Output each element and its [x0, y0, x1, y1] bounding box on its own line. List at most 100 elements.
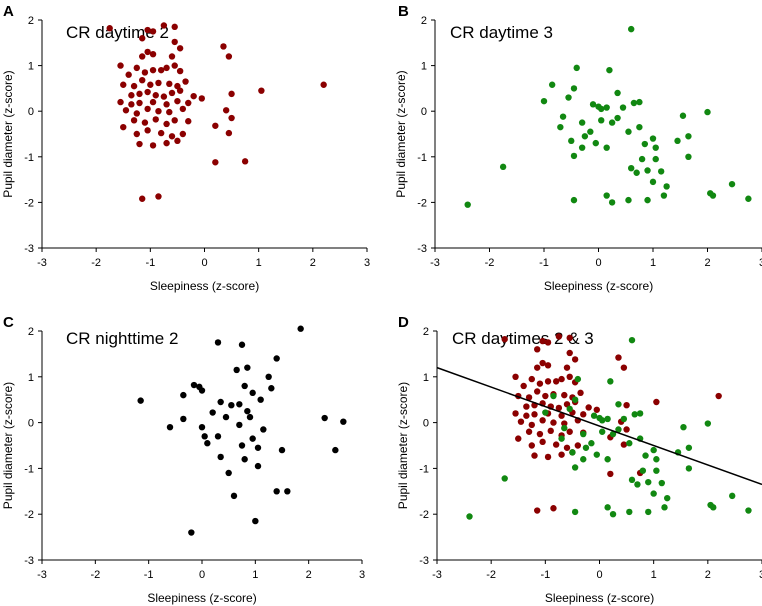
- data-point: [128, 92, 135, 99]
- data-point: [212, 159, 219, 166]
- x-tick-label: 2: [310, 257, 316, 269]
- x-tick-label: 3: [359, 569, 365, 581]
- data-point: [120, 123, 127, 131]
- data-point: [623, 426, 630, 433]
- data-point: [552, 441, 560, 448]
- data-point: [534, 388, 541, 395]
- data-point: [136, 90, 143, 98]
- data-point: [198, 423, 206, 431]
- data-point: [163, 120, 170, 128]
- x-tick-label: 0: [201, 257, 207, 269]
- y-tick-label: -3: [417, 243, 427, 255]
- data-point: [525, 394, 533, 401]
- data-point: [631, 411, 638, 418]
- data-point: [166, 80, 173, 88]
- data-point: [570, 196, 578, 204]
- data-point: [561, 424, 568, 432]
- data-point: [512, 410, 519, 417]
- data-point: [578, 119, 586, 126]
- data-point: [517, 418, 525, 425]
- data-point: [580, 456, 587, 463]
- data-point: [639, 467, 647, 474]
- data-point: [265, 373, 272, 380]
- data-point: [574, 375, 582, 383]
- data-point: [652, 144, 659, 151]
- data-point: [214, 433, 222, 440]
- data-point: [180, 391, 187, 399]
- regression-line: [436, 366, 762, 486]
- data-point: [626, 508, 633, 516]
- data-point: [222, 413, 230, 421]
- data-point: [236, 401, 243, 408]
- data-point: [544, 378, 552, 385]
- data-point: [604, 456, 611, 463]
- y-tick-label: 0: [28, 418, 34, 430]
- data-point: [144, 26, 151, 34]
- data-point: [589, 101, 597, 108]
- data-point: [168, 53, 176, 60]
- data-point: [144, 105, 151, 113]
- data-point: [582, 444, 590, 451]
- panel-b: -3 -2 -1 0 1 2 3 -3 -2 -1 0 1 2 Sleepiness (z-score) P…: [394, 3, 762, 293]
- data-point: [147, 81, 154, 88]
- panel-letter: B: [398, 3, 409, 20]
- data-point: [558, 435, 565, 442]
- data-point: [133, 110, 140, 117]
- data-point: [214, 339, 222, 346]
- data-point: [149, 142, 157, 149]
- series-daytime2: [106, 22, 327, 202]
- y-tick-label: -1: [417, 152, 427, 164]
- data-point: [144, 127, 151, 134]
- data-point: [136, 99, 143, 107]
- data-point: [198, 95, 205, 102]
- data-point: [644, 196, 651, 204]
- data-point: [614, 89, 621, 97]
- data-point: [566, 334, 573, 342]
- data-point: [130, 117, 138, 124]
- data-point: [652, 155, 659, 163]
- data-point: [166, 108, 173, 116]
- data-point: [658, 479, 665, 487]
- data-point: [649, 135, 657, 142]
- y-tick-label: 1: [423, 372, 429, 384]
- panel-c: -3 -2 -1 0 1 2 3 -3 -2 -1 0 1 2 Sleepiness (z-score) P…: [1, 314, 365, 605]
- y-tick-label: 0: [421, 106, 427, 118]
- data-point: [144, 48, 151, 56]
- data-point: [217, 398, 224, 406]
- data-point: [566, 428, 573, 435]
- data-point: [230, 492, 238, 500]
- data-point: [220, 43, 227, 50]
- data-point: [709, 192, 717, 199]
- data-point: [171, 23, 178, 31]
- data-point: [332, 446, 339, 454]
- data-point: [603, 104, 610, 111]
- data-point: [171, 38, 178, 46]
- data-point: [638, 155, 646, 163]
- y-tick-label: 0: [423, 418, 429, 430]
- data-point: [222, 107, 230, 114]
- data-point: [160, 22, 168, 29]
- data-point: [661, 504, 668, 511]
- y-tick-label: -2: [24, 197, 34, 209]
- data-point: [628, 25, 635, 33]
- data-point: [155, 79, 162, 87]
- data-point: [604, 504, 611, 511]
- data-point: [149, 28, 157, 35]
- data-point: [704, 108, 711, 116]
- data-point: [581, 133, 589, 140]
- data-point: [278, 446, 286, 454]
- y-tick-label: 1: [28, 372, 34, 384]
- data-point: [657, 168, 665, 175]
- data-point: [225, 469, 232, 477]
- data-point: [137, 397, 144, 404]
- y-axis-title: Pupil diameter (z-score): [394, 70, 408, 197]
- x-tick-label: -2: [486, 569, 496, 581]
- data-point: [246, 413, 254, 421]
- data-point: [606, 66, 613, 74]
- data-point: [152, 92, 159, 99]
- data-point: [321, 414, 328, 422]
- data-point: [209, 409, 216, 416]
- data-point: [249, 389, 256, 397]
- data-point: [604, 415, 611, 423]
